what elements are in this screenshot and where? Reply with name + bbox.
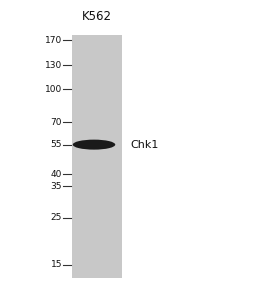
Text: 100: 100 (45, 85, 62, 94)
Text: 55: 55 (51, 140, 62, 149)
Text: 40: 40 (51, 169, 62, 178)
Text: 25: 25 (51, 213, 62, 222)
Text: Chk1: Chk1 (130, 140, 158, 150)
Text: 15: 15 (51, 260, 62, 269)
Bar (72, 35, 122, 278)
Text: 70: 70 (51, 118, 62, 127)
Ellipse shape (73, 140, 115, 150)
Text: 35: 35 (51, 182, 62, 191)
Text: 130: 130 (45, 61, 62, 70)
Text: 170: 170 (45, 36, 62, 45)
Text: K562: K562 (82, 10, 112, 23)
